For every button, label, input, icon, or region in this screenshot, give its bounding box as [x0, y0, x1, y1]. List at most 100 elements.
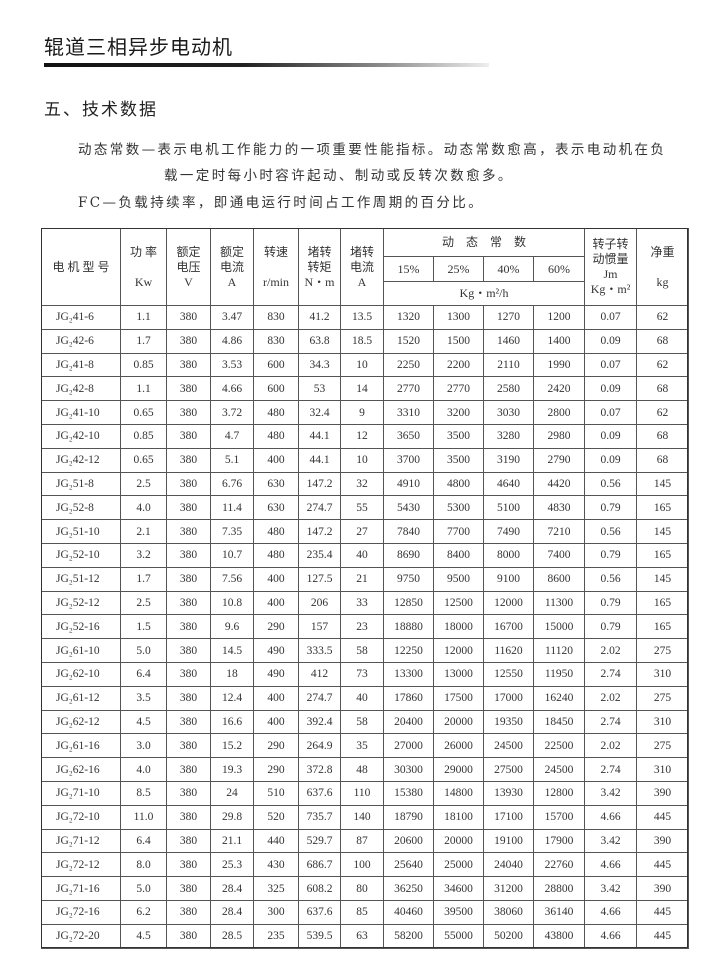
- cell-torque: 264.9: [298, 733, 341, 759]
- cell-locked-current: 40: [340, 542, 384, 568]
- table-row: JG₂61-16 3.0 380 15.2 290 264.9 35 27000 26000 24…: [41, 733, 689, 759]
- cell-fc-60: 12800: [533, 780, 585, 806]
- cell-inertia: 3.42: [584, 780, 637, 806]
- cell-fc-60: 2800: [533, 400, 585, 425]
- cell-weight: 68: [636, 447, 689, 473]
- cell-current: 15.2: [210, 733, 254, 759]
- cell-voltage: 380: [166, 828, 211, 854]
- cell-fc-40: 3030: [483, 400, 534, 425]
- cell-inertia: 0.09: [584, 447, 637, 473]
- cell-torque: 608.2: [298, 876, 341, 901]
- note-line-1: 动态常数—表示电机工作能力的一项重要性能指标。动态常数愈高，表示电动机在负: [78, 142, 667, 158]
- cell-fc-15: 13300: [383, 661, 434, 687]
- cell-speed: 830: [253, 328, 299, 354]
- cell-power: 0.65: [120, 447, 167, 473]
- cell-voltage: 380: [166, 638, 211, 663]
- cell-fc-60: 2980: [533, 423, 585, 449]
- cell-weight: 62: [636, 352, 689, 378]
- cell-fc-25: 2770: [433, 376, 484, 402]
- cell-torque: 127.5: [298, 566, 341, 592]
- cell-power: 0.65: [120, 400, 167, 425]
- header-speed-unit: r/min: [263, 274, 289, 289]
- cell-fc-25: 7700: [433, 519, 484, 544]
- cell-inertia: 0.09: [584, 423, 637, 449]
- table-row: JG₂52-8 4.0 380 11.4 630 274.7 55 5430 5300 5100 4…: [41, 495, 689, 521]
- cell-inertia: 4.66: [584, 804, 637, 830]
- cell-model: JG₂72-20: [41, 923, 121, 949]
- table-row: JG₂62-12 4.5 380 16.6 400 392.4 58 20400 20000 19…: [41, 709, 689, 735]
- cell-voltage: 380: [166, 423, 211, 449]
- cell-model: JG₂71-16: [41, 876, 121, 901]
- cell-fc-25: 3200: [433, 400, 484, 425]
- cell-locked-current: 110: [340, 780, 384, 806]
- cell-torque: 735.7: [298, 804, 341, 830]
- title-underline: [44, 63, 489, 67]
- cell-locked-current: 100: [340, 852, 384, 878]
- cell-inertia: 0.56: [584, 519, 637, 544]
- cell-inertia: 2.02: [584, 733, 637, 759]
- cell-fc-25: 4800: [433, 471, 484, 497]
- header-fc-25: 25%: [433, 256, 484, 282]
- cell-fc-15: 3700: [383, 447, 434, 473]
- cell-locked-current: 21: [340, 566, 384, 592]
- cell-voltage: 380: [166, 305, 211, 330]
- header-fc-40: 40%: [483, 256, 534, 282]
- table-row: JG₂72-10 11.0 380 29.8 520 735.7 140 18790 18100…: [41, 804, 689, 830]
- table-row: JG₂42-12 0.65 380 5.1 400 44.1 10 3700 3500 3190 2…: [41, 447, 689, 473]
- table-row: JG₂61-10 5.0 380 14.5 490 333.5 58 12250 12000 11…: [41, 638, 689, 663]
- table-row: JG₂71-10 8.5 380 24 510 637.6 110 15380 14800 139…: [41, 780, 689, 806]
- cell-fc-40: 7490: [483, 519, 534, 544]
- table-row: JG₂72-16 6.2 380 28.4 300 637.6 85 40460 39500 38…: [41, 899, 689, 925]
- cell-fc-60: 28800: [533, 876, 585, 901]
- cell-voltage: 380: [166, 661, 211, 687]
- cell-current: 14.5: [210, 638, 254, 663]
- cell-current: 3.53: [210, 352, 254, 378]
- cell-inertia: 2.74: [584, 661, 637, 687]
- cell-inertia: 0.07: [584, 305, 637, 330]
- cell-torque: 147.2: [298, 471, 341, 497]
- cell-power: 2.1: [120, 519, 167, 544]
- table-row: JG₂72-20 4.5 380 28.5 235 539.5 63 58200 55000 50…: [41, 923, 689, 949]
- cell-voltage: 380: [166, 352, 211, 378]
- cell-torque: 147.2: [298, 519, 341, 544]
- cell-fc-25: 9500: [433, 566, 484, 592]
- page-title: 辊道三相异步电动机: [44, 35, 233, 59]
- cell-current: 4.7: [210, 423, 254, 449]
- cell-fc-15: 58200: [383, 923, 434, 949]
- cell-torque: 41.2: [298, 305, 341, 330]
- cell-model: JG₂61-10: [41, 638, 121, 663]
- cell-fc-60: 11950: [533, 661, 585, 687]
- header-locked-current: 堵转电流 A: [340, 228, 384, 306]
- cell-power: 2.5: [120, 471, 167, 497]
- cell-current: 6.76: [210, 471, 254, 497]
- cell-weight: 275: [636, 638, 689, 663]
- cell-current: 29.8: [210, 804, 254, 830]
- cell-voltage: 380: [166, 780, 211, 806]
- cell-model: JG₂51-8: [41, 471, 121, 497]
- cell-inertia: 2.74: [584, 757, 637, 782]
- cell-fc-25: 3500: [433, 423, 484, 449]
- cell-current: 28.5: [210, 923, 254, 949]
- header-dynamic-unit: Kg・m²/h: [383, 281, 585, 306]
- cell-fc-15: 40460: [383, 899, 434, 925]
- header-inertia-label: 转子转动惯量: [592, 237, 629, 266]
- table-row: JG₂72-12 8.0 380 25.3 430 686.7 100 25640 25000 2…: [41, 852, 689, 878]
- cell-fc-60: 1990: [533, 352, 585, 378]
- cell-fc-25: 29000: [433, 757, 484, 782]
- cell-fc-15: 4910: [383, 471, 434, 497]
- cell-model: JG₂62-12: [41, 709, 121, 735]
- cell-fc-25: 13000: [433, 661, 484, 687]
- cell-locked-current: 10: [340, 447, 384, 473]
- cell-current: 21.1: [210, 828, 254, 854]
- header-weight-label: 净重: [650, 244, 675, 259]
- cell-fc-15: 36250: [383, 876, 434, 901]
- table-row: JG₂52-12 2.5 380 10.8 400 206 33 12850 12500 1200…: [41, 590, 689, 616]
- cell-power: 4.0: [120, 495, 167, 521]
- cell-locked-current: 63: [340, 923, 384, 949]
- cell-locked-current: 58: [340, 709, 384, 735]
- cell-fc-15: 25640: [383, 852, 434, 878]
- table-body: JG₂41-6 1.1 380 3.47 830 41.2 13.5 1320 1300 1270…: [41, 305, 689, 949]
- cell-fc-60: 1200: [533, 305, 585, 330]
- cell-fc-15: 7840: [383, 519, 434, 544]
- header-inertia-symbol: Jm: [603, 267, 618, 281]
